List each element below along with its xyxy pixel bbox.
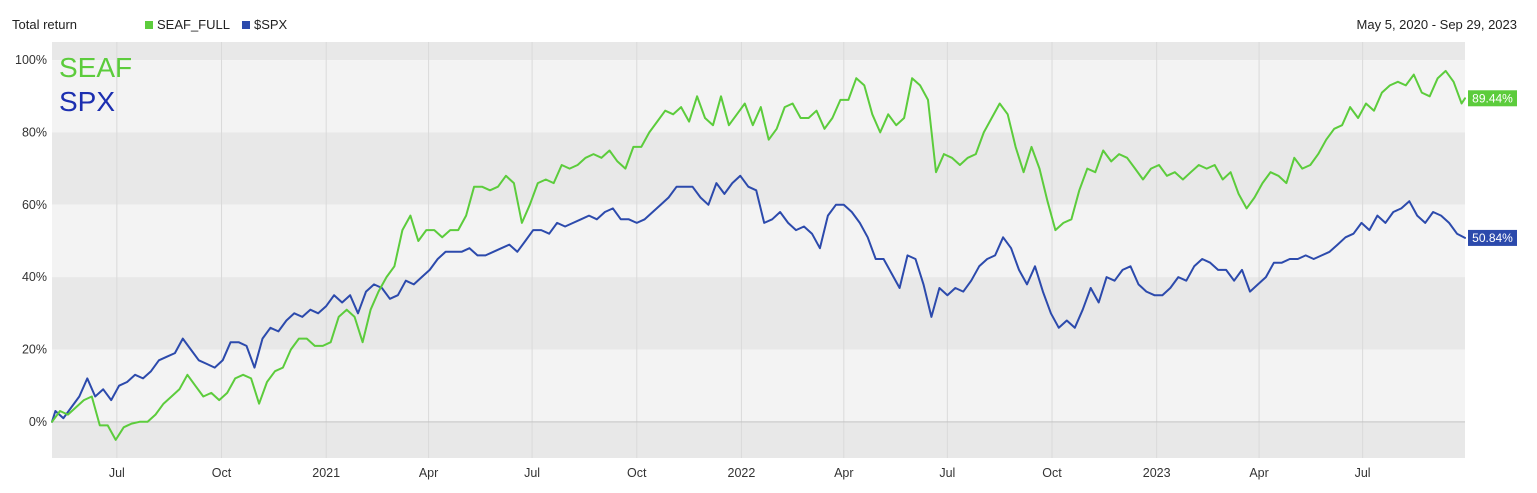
x-tick-label: Apr [1249,466,1268,480]
y-tick-label: 100% [15,53,47,67]
end-label-seaf: 89.44% [1468,90,1517,107]
band-5 [52,349,1465,422]
band-4 [52,277,1465,350]
end-value-labels: 89.44% 50.84% [1468,90,1517,246]
series-lines [51,69,1466,441]
x-tick-label: 2021 [312,466,340,480]
date-range: May 5, 2020 - Sep 29, 2023 [1356,17,1517,32]
legend-label-seaf: SEAF_FULL [157,17,230,32]
y-tick-label: 60% [22,198,47,212]
x-axis-ticks: Jul Oct 2021 Apr Jul Oct 2022 Apr Jul Oct 2023 Apr J… [109,466,1371,480]
x-tick-label: Jul [939,466,955,480]
x-tick-label: Jul [109,466,125,480]
x-tick-label: Oct [212,466,232,480]
x-tick-label: Oct [1042,466,1062,480]
y-axis-ticks: 0% 20% 40% 60% 80% 100% [15,53,47,429]
end-label-bg [1468,90,1517,107]
legend-swatch-spx [241,20,250,29]
chart-title: Total return [12,17,78,32]
x-tick-label: Oct [627,466,647,480]
chart-header: Total return SEAF_FULL $SPX May 5, 2020 … [0,0,1537,42]
band-0 [52,42,1465,61]
band-3 [52,204,1465,278]
legend-swatch-seaf [145,20,153,29]
legend: SEAF_FULL $SPX [145,17,287,32]
end-label-text: 89.44% [1472,91,1513,105]
x-tick-label: Apr [419,466,438,480]
y-tick-label: 20% [22,342,47,356]
end-label-text: 50.84% [1472,231,1513,245]
y-tick-label: 0% [29,415,47,429]
x-tick-label: Jul [1355,466,1371,480]
overlay-label-seaf: SEAF [59,52,132,83]
series-line-seaf[interactable] [51,69,1466,441]
legend-item-seaf[interactable]: SEAF_FULL [145,17,230,32]
end-label-bg [1468,229,1517,246]
band-6 [52,421,1465,458]
band-2 [52,132,1465,205]
series-line-spx[interactable] [51,174,1466,423]
y-tick-label: 40% [22,270,47,284]
overlay-label-spx: SPX [59,86,115,117]
y-tick-label: 80% [22,125,47,139]
end-label-spx: 50.84% [1468,229,1517,246]
legend-item-spx[interactable]: $SPX [241,17,288,32]
background-bands [52,42,1465,458]
legend-label-spx: $SPX [253,17,288,32]
x-tick-label: Jul [524,466,540,480]
x-tick-label: 2022 [728,466,756,480]
x-tick-label: 2023 [1143,466,1171,480]
band-1 [52,60,1465,133]
x-tick-label: Apr [834,466,853,480]
